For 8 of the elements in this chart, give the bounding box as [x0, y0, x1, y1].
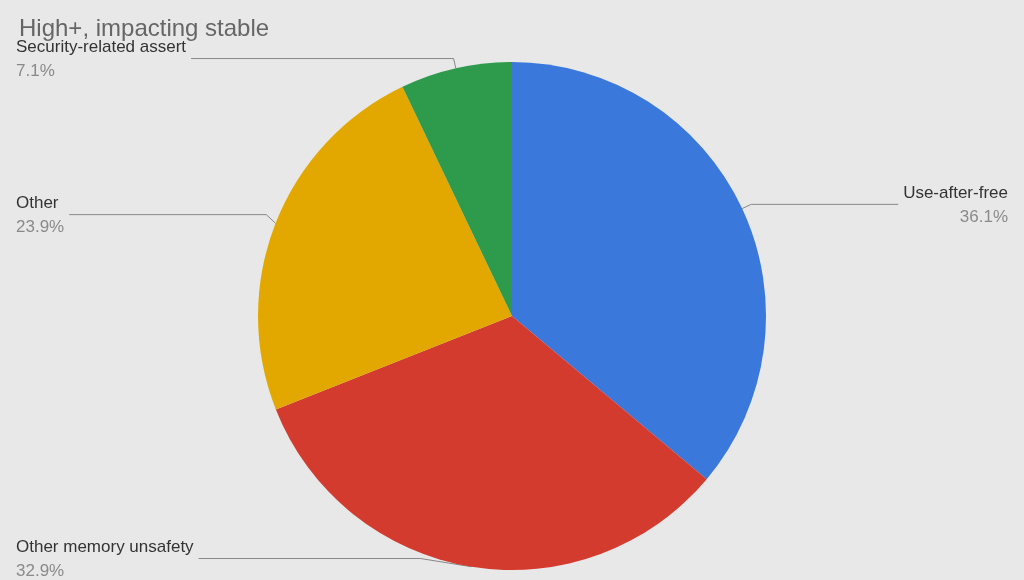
- data-label: 7.1%: [16, 61, 55, 81]
- chart-title: High+, impacting stable: [19, 13, 270, 41]
- slice-label: Use-after-free: [903, 182, 1008, 202]
- data-label: 36.1%: [959, 206, 1008, 226]
- data-label: 32.9%: [16, 561, 65, 580]
- data-label: 23.9%: [16, 217, 65, 237]
- slice-label: Other: [16, 193, 59, 213]
- slice-label: Other memory unsafety: [16, 537, 195, 556]
